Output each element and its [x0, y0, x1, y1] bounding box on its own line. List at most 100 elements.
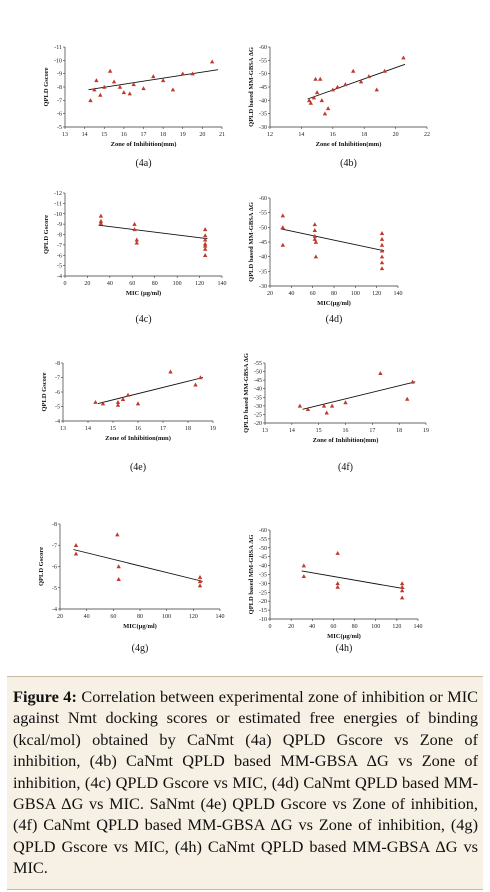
- x-tick-label: 19: [210, 426, 216, 432]
- panel-label: (4g): [132, 643, 149, 654]
- chart-panel-2: -30 -35 -40 -45 -50 -55 -60 12 14 16 18 20 22 Zone of…: [248, 45, 430, 169]
- y-tick-label: -6: [57, 112, 62, 118]
- y-tick-label: -30: [254, 404, 262, 410]
- x-axis-label: Zone of Inhibition(mm): [105, 435, 171, 442]
- panel-label: (4h): [336, 643, 353, 654]
- data-point: [193, 382, 198, 387]
- x-tick-label: 140: [218, 281, 227, 287]
- x-tick-label: 19: [423, 428, 429, 434]
- y-axis-label: QPLD based MM-GBSA ΔG: [248, 535, 255, 615]
- data-point: [312, 233, 317, 238]
- data-point: [301, 563, 307, 568]
- data-point: [88, 98, 93, 103]
- data-point: [335, 581, 340, 586]
- x-tick-label: 14: [85, 426, 91, 432]
- data-point: [325, 106, 331, 111]
- data-point: [121, 90, 127, 95]
- data-point: [197, 583, 203, 588]
- data-point: [343, 82, 348, 87]
- x-tick-label: 120: [392, 624, 401, 630]
- data-point: [134, 240, 139, 245]
- x-tick-label: 40: [288, 291, 294, 297]
- x-tick-label: 17: [160, 426, 166, 432]
- data-point: [151, 74, 156, 79]
- data-point: [94, 78, 99, 83]
- data-point: [379, 231, 385, 235]
- x-tick-label: 80: [352, 624, 358, 630]
- trend-line: [97, 377, 204, 405]
- y-tick-label: -5: [52, 586, 57, 592]
- panel-label: (4d): [326, 314, 343, 325]
- trend-line: [98, 224, 208, 240]
- data-point: [358, 79, 364, 84]
- x-tick-label: 60: [310, 291, 316, 297]
- data-point: [132, 227, 137, 232]
- data-point: [313, 76, 318, 81]
- data-point: [131, 82, 136, 87]
- y-axis-label: QPLD Gscore: [43, 67, 50, 106]
- data-point: [343, 400, 348, 405]
- y-tick-label: -35: [254, 395, 262, 401]
- data-point: [321, 403, 327, 408]
- data-point: [312, 236, 317, 241]
- x-tick-label: 120: [372, 291, 381, 297]
- y-tick-label: -40: [259, 255, 267, 261]
- y-tick-label: -40: [259, 564, 267, 570]
- y-tick-label: -30: [259, 125, 267, 131]
- data-point: [399, 581, 405, 586]
- y-axis-label: QPLD based MM-GBSA ΔG: [243, 353, 250, 433]
- y-tick-label: -45: [259, 555, 267, 561]
- y-tick-label: -60: [259, 196, 267, 202]
- data-point: [202, 243, 208, 248]
- x-tick-label: 15: [316, 428, 322, 434]
- data-point: [115, 532, 120, 537]
- trend-line: [280, 228, 385, 252]
- trend-line: [88, 69, 219, 91]
- y-tick-label: -45: [259, 240, 267, 246]
- data-point: [319, 98, 325, 103]
- y-tick-label: -30: [259, 284, 267, 290]
- x-tick-label: 0: [64, 281, 67, 287]
- y-tick-label: -8: [57, 85, 62, 91]
- data-point: [379, 248, 385, 253]
- data-point: [374, 87, 379, 92]
- data-point: [93, 399, 98, 404]
- x-tick-label: 20: [57, 614, 63, 620]
- data-point: [280, 225, 285, 230]
- chart-panel-8: -10 -15 -20 -25 -30 -35 -40 -45 -50 -55 -60 0 20 40 60…: [248, 528, 423, 654]
- x-tick-label: 40: [309, 624, 315, 630]
- data-point: [127, 91, 132, 96]
- data-point: [335, 550, 340, 555]
- data-point: [308, 100, 314, 105]
- panel-label: (4f): [338, 462, 353, 473]
- trend-line: [301, 570, 405, 590]
- data-point: [313, 254, 319, 259]
- x-tick-label: 0: [269, 624, 272, 630]
- y-tick-label: -6: [55, 390, 60, 396]
- y-tick-label: -9: [57, 72, 62, 78]
- x-axis-label: Zone of Inhibition(mm): [111, 141, 177, 148]
- data-point: [312, 228, 317, 233]
- y-tick-label: -8: [52, 522, 57, 528]
- data-point: [98, 92, 103, 97]
- y-tick-label: -45: [254, 378, 262, 384]
- data-point: [379, 254, 385, 259]
- data-point: [197, 579, 203, 584]
- y-tick-label: -60: [259, 45, 267, 51]
- x-tick-label: 80: [331, 291, 337, 297]
- chart-panel-4: -30 -35 -40 -45 -50 -55 -60 20 40 60 80 100 120 140 MI…: [248, 196, 403, 325]
- data-point: [98, 213, 104, 218]
- data-point: [141, 86, 146, 91]
- data-point: [116, 577, 121, 582]
- x-tick-label: 20: [288, 624, 294, 630]
- data-point: [202, 237, 208, 242]
- data-point: [116, 564, 121, 569]
- data-point: [297, 403, 303, 408]
- data-point: [382, 68, 387, 73]
- figure-4-panels: -5 -6 -7 -8 -9 -10 -11 13 14 15 16 17 18 19 20 21 Zone o…: [38, 45, 430, 654]
- data-point: [318, 76, 323, 81]
- data-point: [280, 213, 285, 218]
- y-tick-label: -4: [55, 419, 60, 425]
- trend-line: [73, 549, 203, 582]
- data-point: [401, 55, 406, 60]
